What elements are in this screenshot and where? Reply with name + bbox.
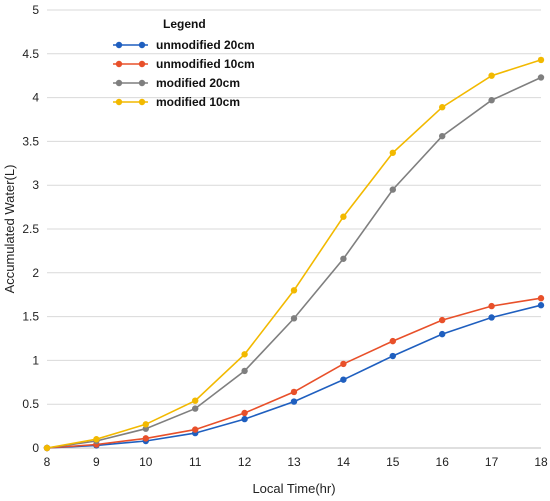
legend-swatch-marker bbox=[138, 79, 146, 87]
data-point bbox=[43, 444, 51, 452]
data-point bbox=[290, 315, 298, 322]
legend-item: modified 10cm bbox=[113, 95, 240, 109]
x-tick-label: 9 bbox=[93, 455, 100, 469]
x-tick-label: 17 bbox=[485, 455, 499, 469]
data-point bbox=[389, 337, 396, 345]
data-point bbox=[439, 132, 446, 140]
y-tick-label: 3.5 bbox=[22, 134, 39, 148]
series-modified-10cm bbox=[43, 56, 545, 452]
data-point bbox=[290, 388, 298, 396]
y-tick-label: 1 bbox=[32, 353, 39, 367]
data-point bbox=[241, 367, 248, 375]
data-point bbox=[439, 330, 446, 338]
data-point bbox=[290, 287, 298, 294]
x-tick-label: 15 bbox=[386, 455, 400, 469]
series-line bbox=[46, 304, 542, 449]
x-tick-label: 18 bbox=[534, 455, 548, 469]
legend-label: unmodified 20cm bbox=[156, 38, 255, 52]
x-tick-label: 16 bbox=[436, 455, 450, 469]
data-point bbox=[241, 351, 248, 358]
data-point bbox=[340, 360, 347, 368]
data-point bbox=[537, 56, 545, 64]
data-point bbox=[290, 398, 298, 405]
data-point bbox=[340, 213, 347, 220]
y-tick-label: 0.5 bbox=[22, 397, 39, 411]
x-tick-label: 12 bbox=[238, 455, 252, 469]
y-tick-label: 4 bbox=[32, 91, 39, 105]
data-point bbox=[488, 97, 495, 104]
legend-label: modified 20cm bbox=[156, 76, 240, 90]
data-point bbox=[488, 314, 495, 321]
data-point bbox=[488, 302, 495, 310]
y-tick-label: 4.5 bbox=[22, 47, 39, 61]
legend-swatch-marker bbox=[115, 41, 123, 49]
data-point bbox=[537, 302, 545, 309]
legend-swatch-marker bbox=[115, 98, 123, 106]
x-tick-label: 8 bbox=[44, 455, 51, 469]
x-tick-label: 13 bbox=[287, 455, 301, 469]
legend-title: Legend bbox=[163, 17, 206, 31]
legend-item: unmodified 20cm bbox=[113, 38, 255, 52]
data-point bbox=[241, 415, 248, 423]
y-tick-label: 1.5 bbox=[22, 310, 39, 324]
legend-swatch-marker bbox=[138, 41, 146, 49]
data-point bbox=[142, 435, 149, 442]
data-point bbox=[537, 295, 545, 302]
data-point bbox=[93, 436, 100, 443]
tick-labels: 0 0.5 1 1.5 2 2.5 3 3.5 4 4.5 5 8 9 10 11 12 13 14 15 16 17 1… bbox=[22, 3, 548, 469]
data-point bbox=[192, 426, 199, 433]
y-tick-label: 5 bbox=[32, 3, 39, 17]
data-point bbox=[439, 104, 446, 111]
y-axis-label: Accumulated Water(L) bbox=[2, 165, 17, 294]
data-point bbox=[241, 409, 248, 417]
y-tick-label: 2 bbox=[32, 266, 39, 280]
y-tick-label: 0 bbox=[32, 441, 39, 455]
legend: Legend unmodified 20cm unmodified 10cm mod… bbox=[113, 17, 255, 109]
data-point bbox=[389, 186, 396, 193]
series-group bbox=[43, 56, 545, 452]
data-point bbox=[340, 255, 347, 262]
data-point bbox=[340, 376, 347, 383]
x-tick-label: 11 bbox=[189, 455, 202, 469]
legend-label: modified 10cm bbox=[156, 95, 240, 109]
data-point bbox=[192, 405, 199, 412]
data-point bbox=[389, 352, 396, 360]
legend-swatch-marker bbox=[138, 98, 146, 106]
series-unmodified-20cm bbox=[43, 302, 545, 452]
legend-swatch-marker bbox=[115, 79, 123, 87]
x-axis-label: Local Time(hr) bbox=[252, 481, 335, 496]
legend-item: modified 20cm bbox=[113, 76, 240, 90]
data-point bbox=[192, 397, 199, 404]
data-point bbox=[537, 74, 545, 81]
legend-label: unmodified 10cm bbox=[156, 57, 255, 71]
data-point bbox=[142, 421, 149, 428]
legend-swatch-marker bbox=[115, 60, 123, 68]
y-tick-label: 3 bbox=[32, 178, 39, 192]
data-point bbox=[389, 149, 396, 156]
data-point bbox=[439, 316, 446, 324]
data-point bbox=[488, 72, 495, 79]
x-tick-label: 14 bbox=[337, 455, 351, 469]
series-unmodified-10cm bbox=[43, 295, 545, 452]
data-point bbox=[142, 425, 149, 432]
legend-item: unmodified 10cm bbox=[113, 57, 255, 71]
gridlines bbox=[47, 9, 541, 405]
y-tick-label: 2.5 bbox=[22, 222, 39, 236]
legend-swatch-marker bbox=[138, 60, 146, 68]
x-tick-label: 10 bbox=[139, 455, 153, 469]
